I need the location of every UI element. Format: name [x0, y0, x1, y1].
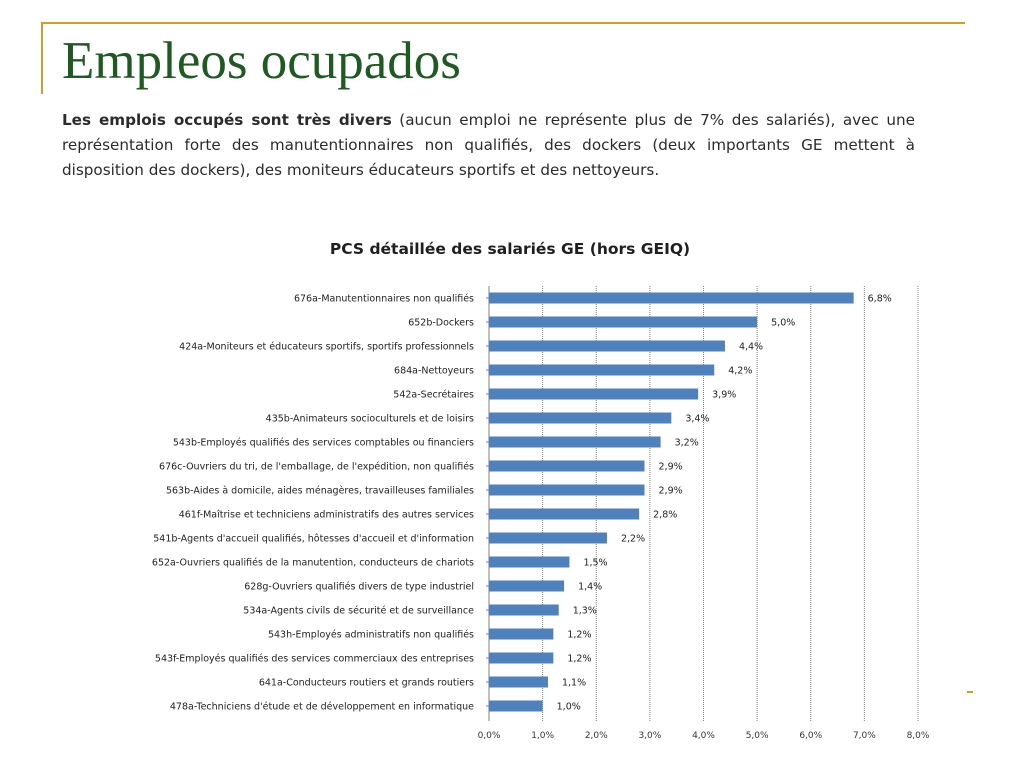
bar	[489, 556, 570, 568]
x-tick-label: 0,0%	[478, 731, 501, 741]
category-label: 676a-Manutentionnaires non qualifiés	[294, 294, 474, 305]
category-label: 563b-Aides à domicile, aides ménagères, …	[166, 486, 474, 497]
intro-text: (aucun emploi ne représente plus de 7% d…	[62, 111, 915, 179]
category-label: 641a-Conducteurs routiers et grands rout…	[259, 678, 474, 689]
value-label: 1,0%	[557, 702, 581, 713]
category-label: 435b-Animateurs socioculturels et de loi…	[266, 414, 474, 425]
chart-title: PCS détaillée des salariés GE (hors GEIQ…	[330, 240, 690, 258]
category-label: 461f-Maîtrise et techniciens administrat…	[179, 510, 474, 521]
category-label: 652b-Dockers	[408, 318, 474, 329]
bar	[489, 364, 715, 376]
accent-line-left	[41, 22, 43, 94]
value-label: 6,8%	[868, 294, 892, 305]
x-tick-label: 5,0%	[746, 731, 769, 741]
bar	[489, 484, 645, 496]
bar	[489, 628, 554, 640]
value-label: 2,9%	[659, 486, 683, 497]
value-label: 3,2%	[675, 438, 699, 449]
x-tick-label: 1,0%	[531, 731, 554, 741]
bar	[489, 436, 661, 448]
value-label: 3,9%	[712, 390, 736, 401]
category-label: 478a-Techniciens d'étude et de développe…	[170, 702, 474, 713]
value-label: 2,8%	[653, 510, 677, 521]
value-label: 4,2%	[728, 366, 752, 377]
slide-title: Empleos ocupados	[62, 32, 461, 90]
category-label: 676c-Ouvriers du tri, de l'emballage, de…	[159, 462, 474, 473]
value-label: 1,2%	[567, 630, 591, 641]
category-label: 424a-Moniteurs et éducateurs sportifs, s…	[179, 342, 474, 353]
bar	[489, 604, 559, 616]
bar	[489, 292, 854, 304]
value-label: 5,0%	[771, 318, 795, 329]
bar	[489, 652, 554, 664]
accent-line-top	[41, 22, 965, 24]
category-label: 684a-Nettoyeurs	[394, 366, 474, 377]
bar	[489, 676, 548, 688]
category-label: 542a-Secrétaires	[393, 390, 474, 401]
value-label: 3,4%	[685, 414, 709, 425]
bar	[489, 340, 725, 352]
category-label: 543f-Employés qualifiés des services com…	[155, 654, 474, 665]
value-label: 1,5%	[583, 558, 607, 569]
x-tick-label: 4,0%	[692, 731, 715, 741]
bar	[489, 460, 645, 472]
x-tick-label: 7,0%	[853, 731, 876, 741]
value-label: 1,1%	[562, 678, 586, 689]
bar	[489, 508, 640, 520]
x-tick-label: 8,0%	[907, 731, 930, 741]
value-label: 4,4%	[739, 342, 763, 353]
bar	[489, 412, 672, 424]
category-label: 541b-Agents d'accueil qualifiés, hôtesse…	[153, 534, 474, 545]
bar	[489, 700, 543, 712]
category-label: 628g-Ouvriers qualifiés divers de type i…	[244, 582, 474, 593]
accent-dash	[967, 691, 973, 693]
value-label: 1,4%	[578, 582, 602, 593]
intro-emphasis: Les emplois occupés sont très divers	[62, 111, 392, 129]
value-label: 1,2%	[567, 654, 591, 665]
bar	[489, 316, 758, 328]
x-tick-label: 6,0%	[799, 731, 822, 741]
category-label: 543h-Employés administratifs non qualifi…	[268, 630, 474, 641]
category-label: 652a-Ouvriers qualifiés de la manutentio…	[152, 558, 474, 569]
x-tick-label: 2,0%	[585, 731, 608, 741]
value-label: 2,2%	[621, 534, 645, 545]
category-label: 543b-Employés qualifiés des services com…	[173, 438, 474, 449]
intro-paragraph: Les emplois occupés sont très divers (au…	[62, 108, 915, 183]
value-label: 1,3%	[573, 606, 597, 617]
bar	[489, 532, 607, 544]
category-label: 534a-Agents civils de sécurité et de sur…	[243, 606, 474, 617]
bar	[489, 580, 565, 592]
bar	[489, 388, 699, 400]
x-tick-label: 3,0%	[638, 731, 661, 741]
value-label: 2,9%	[659, 462, 683, 473]
